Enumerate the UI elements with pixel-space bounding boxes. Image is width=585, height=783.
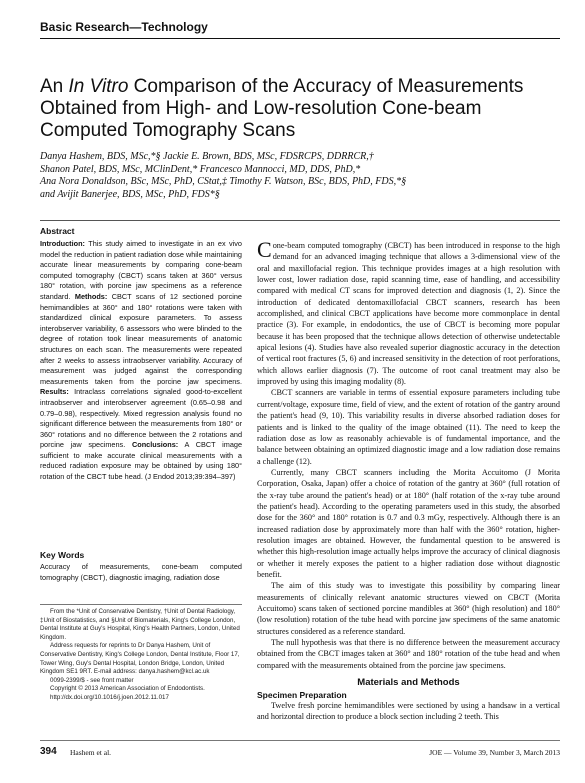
- footnote: From the *Unit of Conservative Dentistry…: [40, 608, 240, 641]
- footnotes: From the *Unit of Conservative Dentistry…: [40, 608, 242, 703]
- title-text: Comparison of the Accuracy of Measuremen…: [40, 76, 524, 141]
- section-header: Basic Research—Technology: [40, 20, 208, 34]
- keywords: Accuracy of measurements, cone-beam comp…: [40, 562, 242, 582]
- abstract-label: Methods:: [74, 291, 108, 301]
- authors: Danya Hashem, BDS, MSc,*§ Jackie E. Brow…: [40, 151, 560, 201]
- footnote: 0099-2399/$ - see front matter: [50, 676, 134, 684]
- abstract-text: This study aimed to investigate in an ex…: [40, 239, 242, 301]
- keywords-heading: Key Words: [40, 550, 85, 560]
- footnote: Address requests for reprints to Dr Dany…: [40, 642, 240, 676]
- running-authors: Hashem et al.: [70, 748, 112, 757]
- paragraph: Cone-beam computed tomography (CBCT) has…: [257, 237, 560, 387]
- abstract-label: Conclusions:: [131, 440, 179, 450]
- header-rule: [40, 38, 560, 39]
- abstract-text: Intraclass correlations signaled good-to…: [40, 387, 242, 450]
- paragraph: Currently, many CBCT scanners including …: [257, 467, 560, 579]
- divider: [40, 220, 560, 221]
- paragraph: The null hypothesis was that there is no…: [257, 638, 560, 670]
- title-italic: In Vitro: [68, 76, 129, 97]
- article-title: An In Vitro Comparison of the Accuracy o…: [40, 76, 560, 142]
- abstract-heading: Abstract: [40, 226, 75, 236]
- title-text: An: [40, 76, 64, 97]
- paragraph: Twelve fresh porcine hemimandibles were …: [257, 701, 560, 722]
- footer-rule: [40, 740, 560, 741]
- author-line: and Avijit Banerjee, BDS, MSc, PhD, FDS*…: [40, 188, 220, 200]
- paragraph: The aim of this study was to investigate…: [257, 581, 560, 636]
- subheading: Specimen Preparation: [257, 690, 347, 701]
- author-line: Ana Nora Donaldson, BSc, MSc, PhD, CStat…: [40, 176, 407, 188]
- journal-info: JOE — Volume 39, Number 3, March 2013: [429, 748, 560, 757]
- author-line: Danya Hashem, BDS, MSc,*§ Jackie E. Brow…: [40, 151, 374, 162]
- section-heading: Materials and Methods: [357, 677, 460, 689]
- footnote: Copyright © 2013 American Association of…: [50, 685, 205, 693]
- author-line: Shanon Patel, BDS, MSc, MClinDent,* Fran…: [40, 163, 361, 175]
- body-text: Cone-beam computed tomography (CBCT) has…: [257, 237, 560, 723]
- footnote-rule: [40, 604, 242, 605]
- abstract-label: Introduction:: [40, 239, 85, 248]
- paragraph: CBCT scanners are variable in terms of e…: [257, 388, 560, 466]
- abstract-label: Results:: [40, 387, 69, 397]
- abstract-text: CBCT scans of 12 sectioned porcine hemim…: [40, 291, 242, 386]
- page-number: 394: [40, 746, 57, 757]
- abstract: Introduction: This study aimed to invest…: [40, 239, 242, 483]
- footnote: http://dx.doi.org/10.1016/j.joen.2012.11…: [50, 693, 169, 701]
- abstract-text: A CBCT image sufficient to make accurate…: [40, 440, 243, 482]
